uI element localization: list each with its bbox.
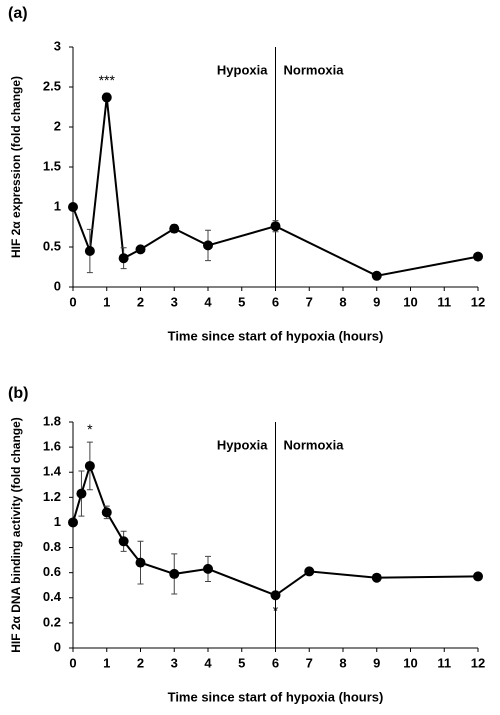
x-tick-label: 2 <box>137 294 144 309</box>
y-tick-label: 0.2 <box>43 614 61 629</box>
x-tick-label: 1 <box>103 655 110 670</box>
x-tick-label: 2 <box>137 655 144 670</box>
x-tick-label: 9 <box>373 655 380 670</box>
data-point <box>473 571 483 582</box>
data-point <box>118 536 129 547</box>
data-point <box>169 223 180 234</box>
y-tick-label: 0 <box>54 639 61 654</box>
data-point <box>101 507 112 518</box>
y-tick-label: 1 <box>54 514 61 529</box>
y-tick-label: 0.5 <box>43 238 61 253</box>
data-point <box>304 566 315 577</box>
x-tick-label: 6 <box>272 655 279 670</box>
data-point <box>270 590 281 601</box>
x-tick-label: 3 <box>171 655 178 670</box>
region-label: Hypoxia <box>217 437 268 452</box>
x-tick-label: 7 <box>306 294 313 309</box>
data-point <box>84 246 95 256</box>
region-label: Hypoxia <box>217 62 268 77</box>
x-tick-label: 4 <box>204 294 212 309</box>
data-point <box>68 202 78 212</box>
y-tick-label: 3 <box>54 38 61 53</box>
x-axis-label: Time since start of hypoxia (hours) <box>168 328 384 343</box>
annotation: * <box>87 421 93 437</box>
y-tick-label: 1.4 <box>43 464 62 479</box>
x-tick-label: 4 <box>204 655 212 670</box>
data-point <box>135 244 146 255</box>
data-point <box>84 460 95 471</box>
data-point <box>473 251 483 262</box>
data-point <box>76 488 87 499</box>
y-axis-label: HIF 2α expression (fold change) <box>9 76 23 258</box>
y-tick-label: 2 <box>54 118 61 133</box>
x-tick-label: 9 <box>373 294 380 309</box>
y-tick-label: 0 <box>54 278 61 293</box>
x-tick-label: 11 <box>437 655 451 670</box>
x-tick-label: 0 <box>69 655 76 670</box>
x-tick-label: 8 <box>339 294 346 309</box>
data-point <box>203 563 213 574</box>
y-tick-label: 1.8 <box>43 413 61 428</box>
data-point <box>371 270 382 281</box>
y-tick-label: 0.8 <box>43 539 61 554</box>
x-tick-label: 12 <box>471 294 485 309</box>
region-label: Normoxia <box>284 62 345 77</box>
x-tick-label: 1 <box>103 294 110 309</box>
data-point <box>169 568 180 579</box>
data-point <box>101 92 112 103</box>
data-point <box>68 517 78 528</box>
data-point <box>118 253 129 264</box>
region-label: Normoxia <box>284 437 345 452</box>
x-tick-label: 0 <box>69 294 76 309</box>
x-axis-label: Time since start of hypoxia (hours) <box>168 689 384 704</box>
x-tick-label: 10 <box>403 294 417 309</box>
x-tick-label: 8 <box>339 655 346 670</box>
y-tick-label: 0.6 <box>43 564 61 579</box>
data-point <box>270 221 281 232</box>
data-point <box>371 572 382 583</box>
y-tick-label: 0.4 <box>43 589 62 604</box>
x-tick-label: 5 <box>238 294 245 309</box>
y-tick-label: 1.5 <box>43 158 61 173</box>
y-tick-label: 1.6 <box>43 439 61 454</box>
panel-label: (b) <box>8 385 28 402</box>
x-tick-label: 7 <box>306 655 313 670</box>
y-tick-label: 1 <box>54 198 61 213</box>
x-tick-label: 12 <box>471 655 485 670</box>
data-point <box>203 240 213 251</box>
annotation: *** <box>99 72 116 88</box>
annotation: * <box>273 602 279 618</box>
y-tick-label: 1.2 <box>43 489 61 504</box>
x-tick-label: 6 <box>272 294 279 309</box>
x-tick-label: 5 <box>238 655 245 670</box>
x-tick-label: 10 <box>403 655 417 670</box>
x-tick-label: 3 <box>171 294 178 309</box>
x-tick-label: 11 <box>437 294 451 309</box>
data-line <box>72 97 479 277</box>
y-tick-label: 2.5 <box>43 78 61 93</box>
panel-label: (a) <box>8 5 28 22</box>
y-axis-label: HIF 2α DNA binding activity (fold change… <box>9 417 23 653</box>
data-point <box>135 557 146 568</box>
